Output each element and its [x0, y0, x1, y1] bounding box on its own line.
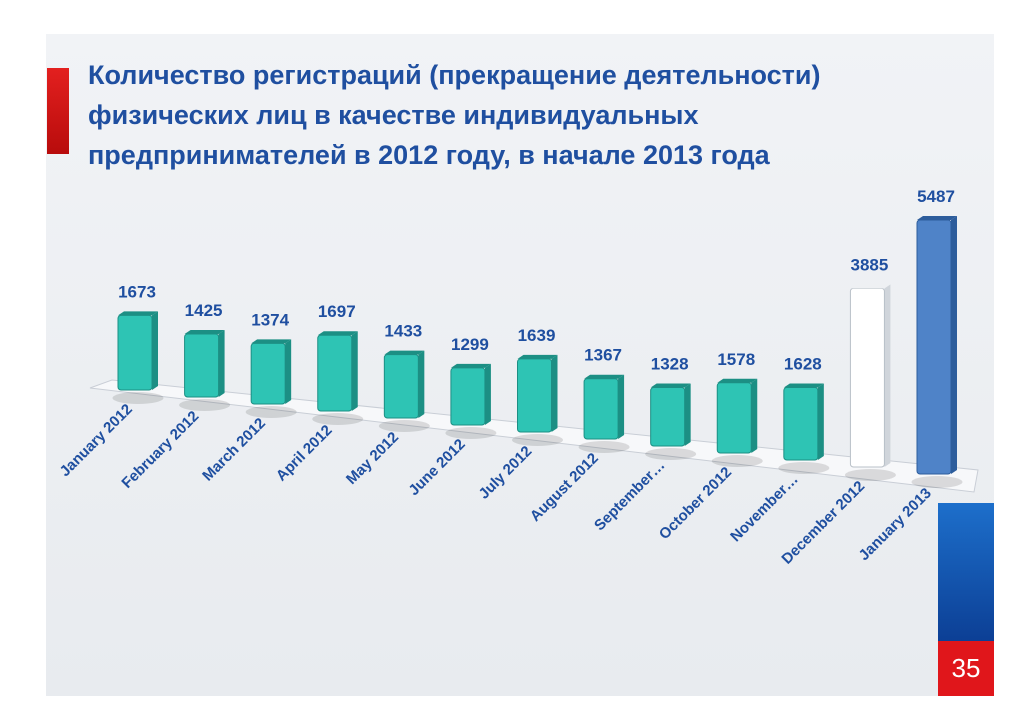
- category-label: October 2012: [656, 464, 735, 543]
- value-label: 1328: [651, 355, 689, 374]
- bar-7: [512, 354, 563, 446]
- bar-shadow: [512, 434, 563, 446]
- bar-shadow: [911, 476, 963, 488]
- bar-side: [351, 331, 358, 411]
- bar-front: [716, 382, 752, 454]
- value-label: 1639: [518, 326, 556, 345]
- category-label: September…: [591, 457, 668, 534]
- bar-series: [112, 216, 963, 488]
- bar-9: [645, 383, 697, 460]
- bar-shadow: [578, 441, 630, 453]
- bar-front: [849, 287, 885, 468]
- bar-2: [179, 329, 231, 411]
- bar-side: [817, 383, 824, 460]
- bar-front: [517, 358, 552, 433]
- bar-8: [578, 374, 630, 453]
- value-label: 1673: [118, 282, 156, 301]
- bar-front: [783, 386, 819, 461]
- bar-shadow: [179, 399, 231, 411]
- bar-front: [916, 219, 952, 475]
- bar-13: [911, 216, 963, 488]
- category-label: November…: [727, 471, 802, 546]
- category-label: January 2012: [57, 401, 136, 480]
- bar-front: [583, 378, 619, 440]
- bar-side: [618, 374, 625, 439]
- bar-11: [778, 383, 830, 474]
- bar-4: [312, 331, 364, 425]
- value-label: 3885: [851, 255, 889, 274]
- bar-top: [517, 354, 558, 359]
- bar-side: [418, 350, 425, 418]
- bar-6: [445, 363, 497, 439]
- bar-shadow: [378, 420, 430, 432]
- bar-top: [783, 383, 824, 388]
- bar-side: [551, 354, 558, 432]
- value-label: 1299: [451, 335, 489, 354]
- bar-front: [317, 334, 353, 412]
- bar-top: [450, 363, 491, 368]
- bar-top: [850, 284, 891, 289]
- value-label: 1578: [717, 350, 755, 369]
- bar-top: [650, 383, 691, 388]
- bar-5: [378, 350, 430, 432]
- bar-top: [118, 311, 158, 316]
- bar-shadow: [844, 469, 896, 481]
- bar-front: [184, 333, 220, 398]
- bar-front: [650, 387, 686, 447]
- chart-title: Количество регистраций (прекращение деят…: [88, 60, 821, 170]
- value-label: 1367: [584, 346, 622, 365]
- bar-front: [250, 342, 286, 405]
- category-label: April 2012: [273, 422, 336, 485]
- bar-shadow: [112, 392, 164, 404]
- bar-shadow: [778, 462, 830, 474]
- category-label: January 2013: [856, 485, 935, 564]
- bar-3: [245, 339, 297, 418]
- category-label: March 2012: [199, 415, 269, 485]
- category-label: May 2012: [343, 429, 402, 488]
- bar-side: [484, 363, 491, 425]
- chart-floor: [89, 379, 979, 493]
- bar-side: [218, 329, 225, 397]
- value-label: 1433: [384, 322, 422, 341]
- value-label: 5487: [917, 187, 955, 206]
- bar-front: [117, 314, 153, 391]
- bar-front: [450, 367, 486, 426]
- bar-top: [251, 339, 292, 344]
- bar-side: [285, 339, 292, 404]
- blue-accent-bar: [938, 503, 994, 641]
- bar-shadow: [312, 413, 364, 425]
- bar-shadow: [245, 406, 297, 418]
- bar-1: [112, 311, 164, 404]
- bar-top: [384, 350, 425, 355]
- category-label: July 2012: [476, 443, 536, 503]
- bar-shadow: [711, 455, 763, 467]
- bar-10: [711, 378, 763, 467]
- bar-front: [383, 354, 419, 419]
- bar-top: [184, 329, 225, 334]
- page-number: 35: [938, 641, 994, 696]
- value-label: 1697: [318, 302, 356, 321]
- bar-top: [917, 216, 957, 220]
- bar-side: [951, 216, 957, 474]
- bar-top: [717, 378, 758, 383]
- value-label: 1374: [251, 310, 289, 329]
- red-accent-bar: [47, 68, 69, 154]
- bar-shadow: [445, 427, 497, 439]
- bar-side: [884, 284, 891, 467]
- category-label: August 2012: [527, 450, 602, 525]
- category-label: June 2012: [405, 436, 468, 499]
- chart-floor-plane: [89, 379, 979, 493]
- category-label: February 2012: [118, 408, 202, 492]
- bar-top: [584, 374, 625, 379]
- bar-12: [844, 284, 896, 481]
- value-labels: 1673 1425 1374 1697 1433 1299 1639 1367 1328 1578…: [118, 187, 955, 374]
- bar-side: [751, 378, 758, 453]
- bar-shadow: [645, 448, 697, 460]
- value-label: 1628: [784, 354, 822, 373]
- bar-side: [152, 311, 158, 390]
- value-label: 1425: [185, 301, 223, 320]
- bar-side: [684, 383, 691, 446]
- bar-top: [317, 331, 358, 336]
